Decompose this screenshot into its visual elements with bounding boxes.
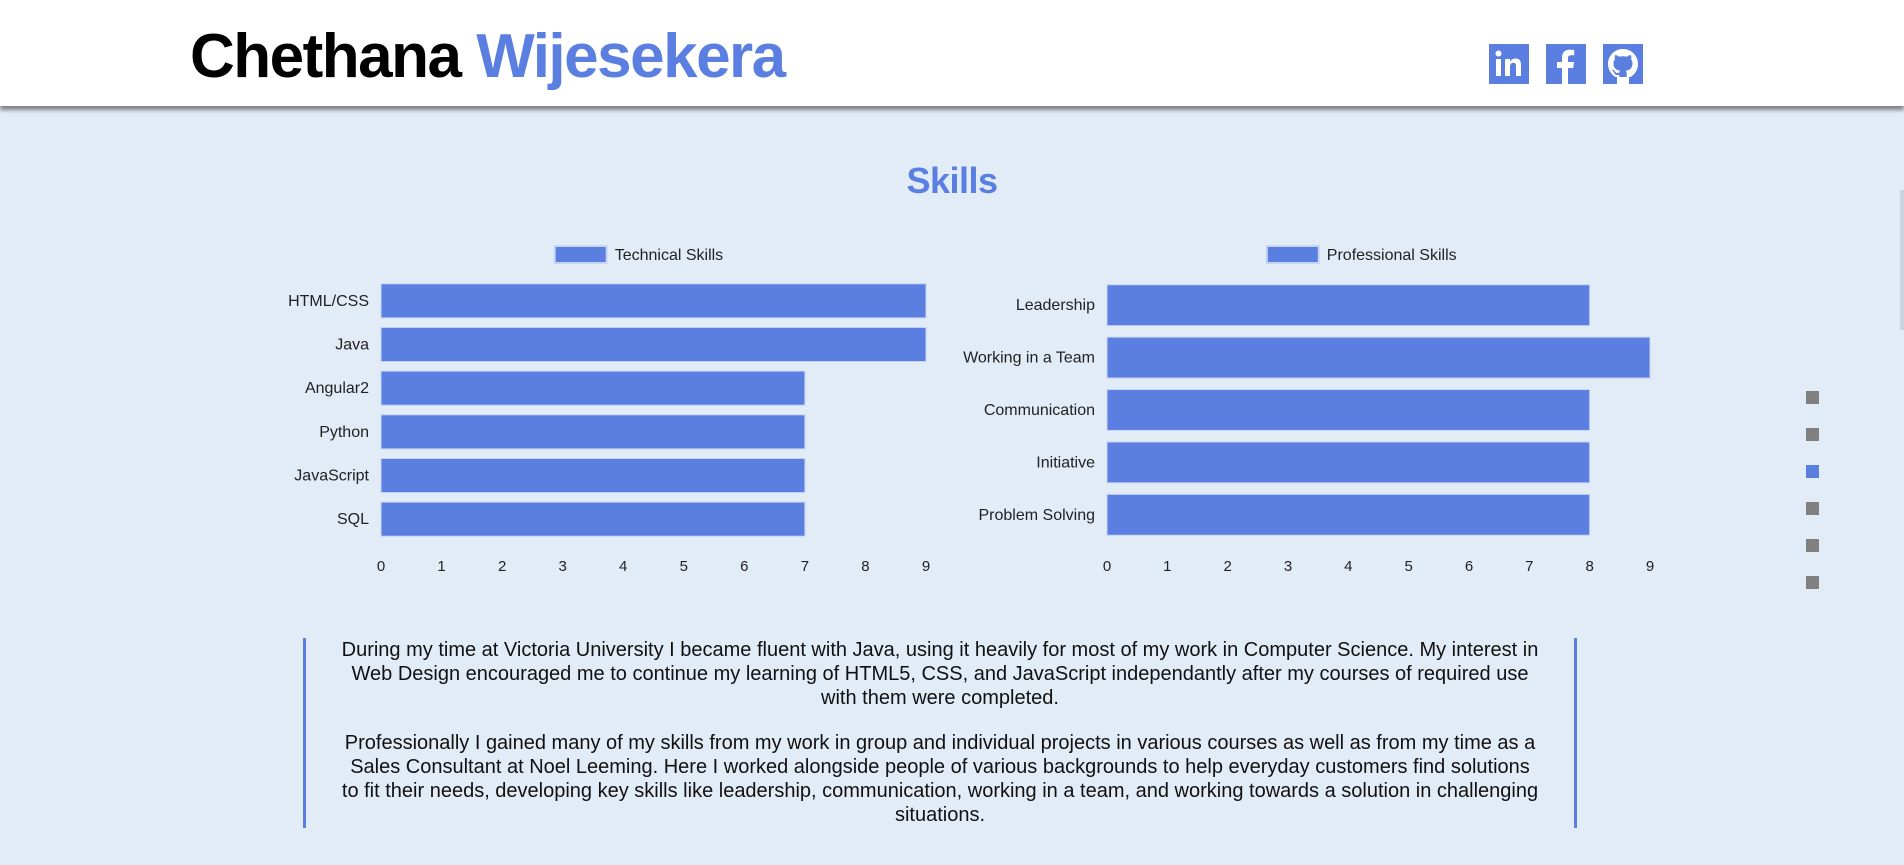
- x-tick-label: 4: [619, 558, 627, 575]
- bar-python[interactable]: [380, 414, 806, 450]
- brand-first-name: Chethana: [190, 22, 462, 91]
- category-label: Initiative: [1036, 454, 1095, 471]
- x-tick-label: 3: [558, 558, 566, 575]
- bar-problem-solving[interactable]: [1106, 493, 1591, 536]
- nav-dot-5[interactable]: [1806, 539, 1819, 552]
- category-label: Problem Solving: [979, 507, 1096, 524]
- category-label: SQL: [337, 511, 369, 528]
- category-label: HTML/CSS: [288, 293, 369, 310]
- x-tick-label: 0: [1103, 558, 1111, 575]
- bar-communication[interactable]: [1106, 389, 1591, 431]
- chart-technical: Technical Skills HTML/CSS Java Angular2 Pyth…: [288, 245, 930, 575]
- x-tick-label: 8: [1585, 558, 1593, 575]
- section-title: Skills: [906, 160, 998, 201]
- github-icon: [1603, 49, 1643, 84]
- legend-label: Technical Skills: [615, 247, 723, 264]
- x-tick-label: 5: [680, 558, 688, 575]
- category-label: JavaScript: [294, 468, 369, 485]
- site-logo[interactable]: Chethana Wijesekera: [190, 20, 786, 94]
- x-tick-label: 8: [861, 558, 869, 575]
- site-header: Chethana Wijesekera: [0, 0, 1904, 106]
- skills-description: During my time at Victoria University I …: [303, 638, 1577, 828]
- facebook-link[interactable]: [1546, 44, 1586, 84]
- nav-dot-6[interactable]: [1806, 576, 1819, 589]
- bar-javascript[interactable]: [380, 457, 806, 494]
- nav-dot-4[interactable]: [1806, 502, 1819, 515]
- x-tick-label: 1: [1163, 558, 1171, 575]
- x-tick-label: 4: [1344, 558, 1352, 575]
- bar-sql[interactable]: [380, 501, 806, 537]
- nav-dot-1[interactable]: [1806, 391, 1819, 404]
- page-scrollbar[interactable]: [1900, 190, 1904, 330]
- linkedin-link[interactable]: [1489, 44, 1529, 84]
- legend-swatch: [553, 245, 608, 264]
- x-tick-label: 9: [1646, 558, 1654, 575]
- description-paragraph-1: During my time at Victoria University I …: [341, 639, 1539, 709]
- legend-label: Professional Skills: [1327, 247, 1457, 264]
- x-tick-label: 7: [1525, 558, 1533, 575]
- description-paragraph-2: Professionally I gained many of my skill…: [341, 732, 1539, 826]
- x-tick-label: 6: [1465, 558, 1473, 575]
- category-label: Leadership: [1016, 297, 1095, 314]
- skills-charts: Technical Skills HTML/CSS Java Angular2 Pyth…: [288, 245, 1654, 575]
- category-label: Communication: [984, 402, 1095, 419]
- x-tick-label: 7: [801, 558, 809, 575]
- bar-html-css[interactable]: [380, 283, 927, 319]
- bar-working-in-a-team[interactable]: [1106, 336, 1651, 379]
- facebook-icon: [1557, 49, 1575, 84]
- x-tick-label: 3: [1284, 558, 1292, 575]
- nav-dot-3[interactable]: [1806, 465, 1819, 478]
- x-tick-label: 0: [377, 558, 385, 575]
- x-tick-label: 2: [1223, 558, 1231, 575]
- bar-initiative[interactable]: [1106, 441, 1591, 484]
- x-tick-label: 9: [922, 558, 930, 575]
- bar-java[interactable]: [380, 326, 927, 363]
- nav-dot-2[interactable]: [1806, 428, 1819, 441]
- category-label: Java: [335, 337, 369, 354]
- linkedin-icon: [1495, 50, 1521, 76]
- bar-angular2[interactable]: [380, 370, 806, 406]
- category-label: Angular2: [305, 380, 369, 397]
- category-label: Working in a Team: [963, 350, 1095, 367]
- brand-last-name: Wijesekera: [476, 22, 786, 91]
- x-tick-label: 2: [498, 558, 506, 575]
- category-label: Python: [319, 424, 369, 441]
- x-tick-label: 5: [1404, 558, 1412, 575]
- legend-swatch: [1265, 245, 1320, 264]
- chart-professional: Professional Skills Leadership Working in …: [963, 245, 1654, 575]
- x-tick-label: 6: [740, 558, 748, 575]
- x-tick-label: 1: [437, 558, 445, 575]
- bar-leadership[interactable]: [1106, 284, 1591, 327]
- github-link[interactable]: [1603, 44, 1643, 84]
